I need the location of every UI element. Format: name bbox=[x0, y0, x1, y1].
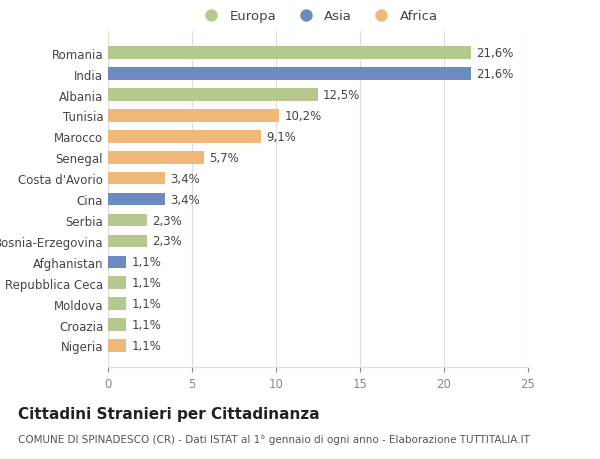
Text: 3,4%: 3,4% bbox=[170, 193, 200, 206]
Text: 5,7%: 5,7% bbox=[209, 151, 239, 164]
Bar bbox=[108, 173, 165, 185]
Text: 10,2%: 10,2% bbox=[284, 110, 322, 123]
Text: 2,3%: 2,3% bbox=[152, 214, 181, 227]
Bar bbox=[108, 277, 127, 289]
Bar bbox=[108, 47, 471, 60]
Text: 1,1%: 1,1% bbox=[131, 339, 161, 352]
Text: 1,1%: 1,1% bbox=[131, 256, 161, 269]
Text: 21,6%: 21,6% bbox=[476, 68, 513, 81]
Text: 9,1%: 9,1% bbox=[266, 131, 296, 144]
Bar bbox=[108, 131, 261, 143]
Bar bbox=[108, 110, 280, 123]
Bar bbox=[108, 256, 127, 269]
Text: 1,1%: 1,1% bbox=[131, 297, 161, 310]
Bar bbox=[108, 68, 471, 81]
Bar bbox=[108, 340, 127, 352]
Bar bbox=[108, 235, 146, 248]
Text: Cittadini Stranieri per Cittadinanza: Cittadini Stranieri per Cittadinanza bbox=[18, 406, 320, 421]
Text: 1,1%: 1,1% bbox=[131, 277, 161, 290]
Text: 21,6%: 21,6% bbox=[476, 47, 513, 60]
Text: 1,1%: 1,1% bbox=[131, 319, 161, 331]
Bar bbox=[108, 298, 127, 310]
Text: 12,5%: 12,5% bbox=[323, 89, 360, 102]
Text: COMUNE DI SPINADESCO (CR) - Dati ISTAT al 1° gennaio di ogni anno - Elaborazione: COMUNE DI SPINADESCO (CR) - Dati ISTAT a… bbox=[18, 434, 530, 444]
Text: 3,4%: 3,4% bbox=[170, 172, 200, 185]
Legend: Europa, Asia, Africa: Europa, Asia, Africa bbox=[193, 5, 443, 29]
Bar bbox=[108, 319, 127, 331]
Bar bbox=[108, 89, 318, 101]
Bar bbox=[108, 151, 204, 164]
Bar bbox=[108, 193, 165, 206]
Bar bbox=[108, 214, 146, 227]
Text: 2,3%: 2,3% bbox=[152, 235, 181, 248]
